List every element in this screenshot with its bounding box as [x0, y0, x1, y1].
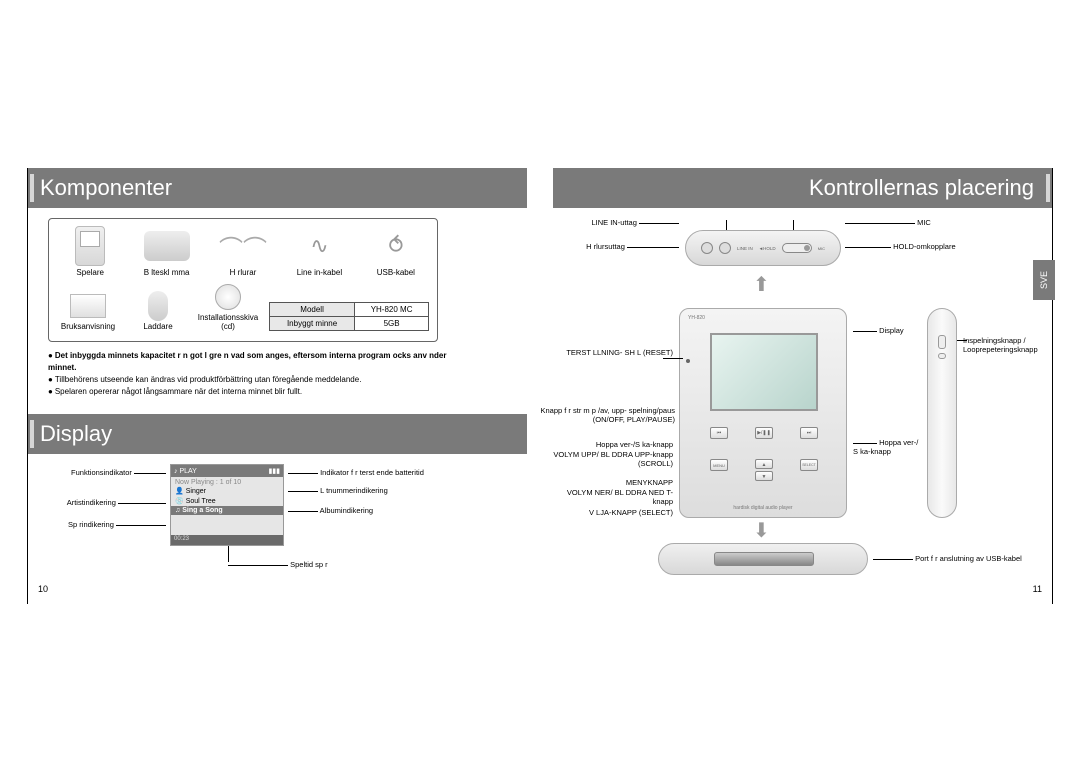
comp-beltclip: B lteskl mma — [133, 227, 199, 278]
vol-down-button: ▼ — [755, 471, 773, 481]
right-page: Kontrollernas placering SVE LINE IN ◄HOL… — [553, 168, 1053, 604]
screen-topbar: ♪ PLAY ▮▮▮ — [171, 465, 283, 477]
vol-up-button: ▲ — [755, 459, 773, 469]
label-skip-r: Hoppa ver-/ S ka-knapp — [853, 438, 919, 456]
charger-icon — [129, 293, 187, 319]
table-row: Inbyggt minne 5GB — [270, 317, 429, 331]
screen-bottombar: 00:23 — [171, 535, 283, 545]
device-front-view: YH-820 ⏮ ▶/❚❚ ⏭ MENU ▲ ▼ SELECT hardisk … — [679, 308, 847, 518]
komponenter-header: Komponenter — [28, 168, 527, 208]
label-mic: MIC — [845, 218, 931, 227]
device-screen-icon — [710, 333, 818, 411]
label-reset: TERST LLNING- SH L (RESET) — [553, 348, 673, 357]
arrow-down-icon: ⬇ — [753, 518, 770, 543]
loop-button-icon — [938, 353, 946, 359]
label-batteri: Indikator f r terst ende batteritid — [288, 468, 424, 477]
now-playing-line: Now Playing : 1 of 10 — [171, 477, 283, 486]
linein-icon: ∿ — [290, 227, 348, 265]
earbuds-icon: ⌒⌒ — [214, 227, 272, 265]
linein-jack-icon — [719, 242, 731, 254]
components-row-2: Bruksanvisning Laddare Installationsskiv… — [57, 284, 429, 332]
kontrollernas-header: Kontrollernas placering — [553, 168, 1052, 208]
manual-icon — [59, 293, 117, 319]
label-menu: MENYKNAPP — [553, 478, 673, 487]
page-number-right: 11 — [1033, 584, 1042, 594]
reset-hole-icon — [686, 359, 690, 363]
beltclip-icon — [138, 227, 196, 265]
label-volup: VOLYM UPP/ BL DDRA UPP-knapp (SCROLL) — [553, 450, 673, 468]
kontrollernas-title: Kontrollernas placering — [809, 175, 1034, 201]
label-latnummer: L tnummerindikering — [288, 486, 388, 495]
label-skip-l: Hoppa ver-/S ka-knapp — [553, 440, 673, 449]
label-speltid: Speltid sp r — [228, 560, 328, 569]
comp-earbuds: ⌒⌒ H rlurar — [210, 227, 276, 278]
label-hold: HOLD-omkopplare — [845, 242, 956, 251]
note-3: Spelaren opererar något långsammare när … — [48, 386, 448, 398]
next-button: ⏭ — [800, 427, 818, 439]
page-number-left: 10 — [38, 584, 48, 594]
album-line: 💿Soul Tree — [171, 496, 283, 506]
device-bottom-view — [658, 543, 868, 575]
komponenter-title: Komponenter — [40, 175, 172, 201]
header-bar-icon — [30, 174, 34, 202]
label-funktionsindikator: Funktionsindikator — [48, 468, 166, 477]
comp-spelare: Spelare — [57, 227, 123, 278]
label-artistindikering: Artistindikering — [48, 498, 166, 507]
select-button: SELECT — [800, 459, 818, 471]
menu-button: MENU — [710, 459, 728, 471]
notes: Det inbyggda minnets kapacitet r n got l… — [48, 350, 448, 398]
rec-button-icon — [938, 335, 946, 349]
play-button: ▶/❚❚ — [755, 427, 773, 439]
label-sparindikering: Sp rindikering — [48, 520, 166, 529]
headphone-jack-icon — [701, 242, 713, 254]
artist-line: 👤Singer — [171, 486, 283, 496]
label-linein: LINE IN-uttag — [553, 218, 679, 227]
battery-icon: ▮▮▮ — [268, 467, 280, 475]
device-top-view: LINE IN ◄HOLD MIC — [685, 230, 841, 266]
header-bar-icon — [1046, 174, 1050, 202]
cd-icon — [199, 284, 257, 310]
button-row-1: ⏮ ▶/❚❚ ⏭ — [710, 427, 818, 439]
prev-button: ⏮ — [710, 427, 728, 439]
label-play: Knapp f r str m p /av, upp- spelning/pau… — [525, 406, 675, 424]
comp-charger: Laddare — [129, 293, 187, 332]
display-title: Display — [40, 421, 112, 447]
display-screen: ♪ PLAY ▮▮▮ Now Playing : 1 of 10 👤Singer… — [170, 464, 284, 546]
usb-port-icon — [714, 552, 814, 566]
hold-switch-icon — [782, 243, 812, 253]
player-icon — [61, 227, 119, 265]
track-line: ♫Sing a Song — [171, 506, 283, 515]
display-diagram: ♪ PLAY ▮▮▮ Now Playing : 1 of 10 👤Singer… — [48, 464, 448, 574]
comp-linein: ∿ Line in-kabel — [286, 227, 352, 278]
arrow-up-icon: ⬆ — [753, 272, 770, 297]
manual-spread: Komponenter Spelare B lteskl mma ⌒⌒ H rl… — [27, 168, 1053, 604]
usb-icon: ⥀ — [367, 227, 425, 265]
components-row-1: Spelare B lteskl mma ⌒⌒ H rlurar ∿ Line … — [57, 227, 429, 278]
left-page: Komponenter Spelare B lteskl mma ⌒⌒ H rl… — [27, 168, 527, 604]
label-display: Display — [853, 326, 904, 335]
table-row: Modell YH-820 MC — [270, 303, 429, 317]
label-usbport: Port f r anslutning av USB-kabel — [873, 554, 1022, 563]
label-rec: Inspelningsknapp / Looprepeteringsknapp — [963, 336, 1053, 354]
label-hurlurs: H rlursuttag — [553, 242, 679, 251]
note-1: Det inbyggda minnets kapacitet r n got l… — [48, 350, 448, 374]
label-voldn: VOLYM NER/ BL DDRA NED T-knapp — [553, 488, 673, 506]
comp-manual: Bruksanvisning — [57, 293, 119, 332]
comp-usb: ⥀ USB-kabel — [363, 227, 429, 278]
label-album: Albumindikering — [288, 506, 373, 515]
spec-table: Modell YH-820 MC Inbyggt minne 5GB — [269, 302, 429, 331]
header-bar-icon — [30, 420, 34, 448]
note-2: Tillbehörens utseende kan ändras vid pro… — [48, 374, 448, 386]
controls-diagram: LINE IN ◄HOLD MIC LINE IN-uttag H rlursu… — [553, 218, 1053, 558]
display-header: Display — [28, 414, 527, 454]
label-select: V LJA-KNAPP (SELECT) — [553, 508, 673, 517]
device-side-view — [927, 308, 957, 518]
button-row-2: MENU ▲ ▼ SELECT — [710, 459, 818, 483]
comp-cd: Installationsskiva (cd) — [197, 284, 259, 332]
components-box: Spelare B lteskl mma ⌒⌒ H rlurar ∿ Line … — [48, 218, 438, 342]
